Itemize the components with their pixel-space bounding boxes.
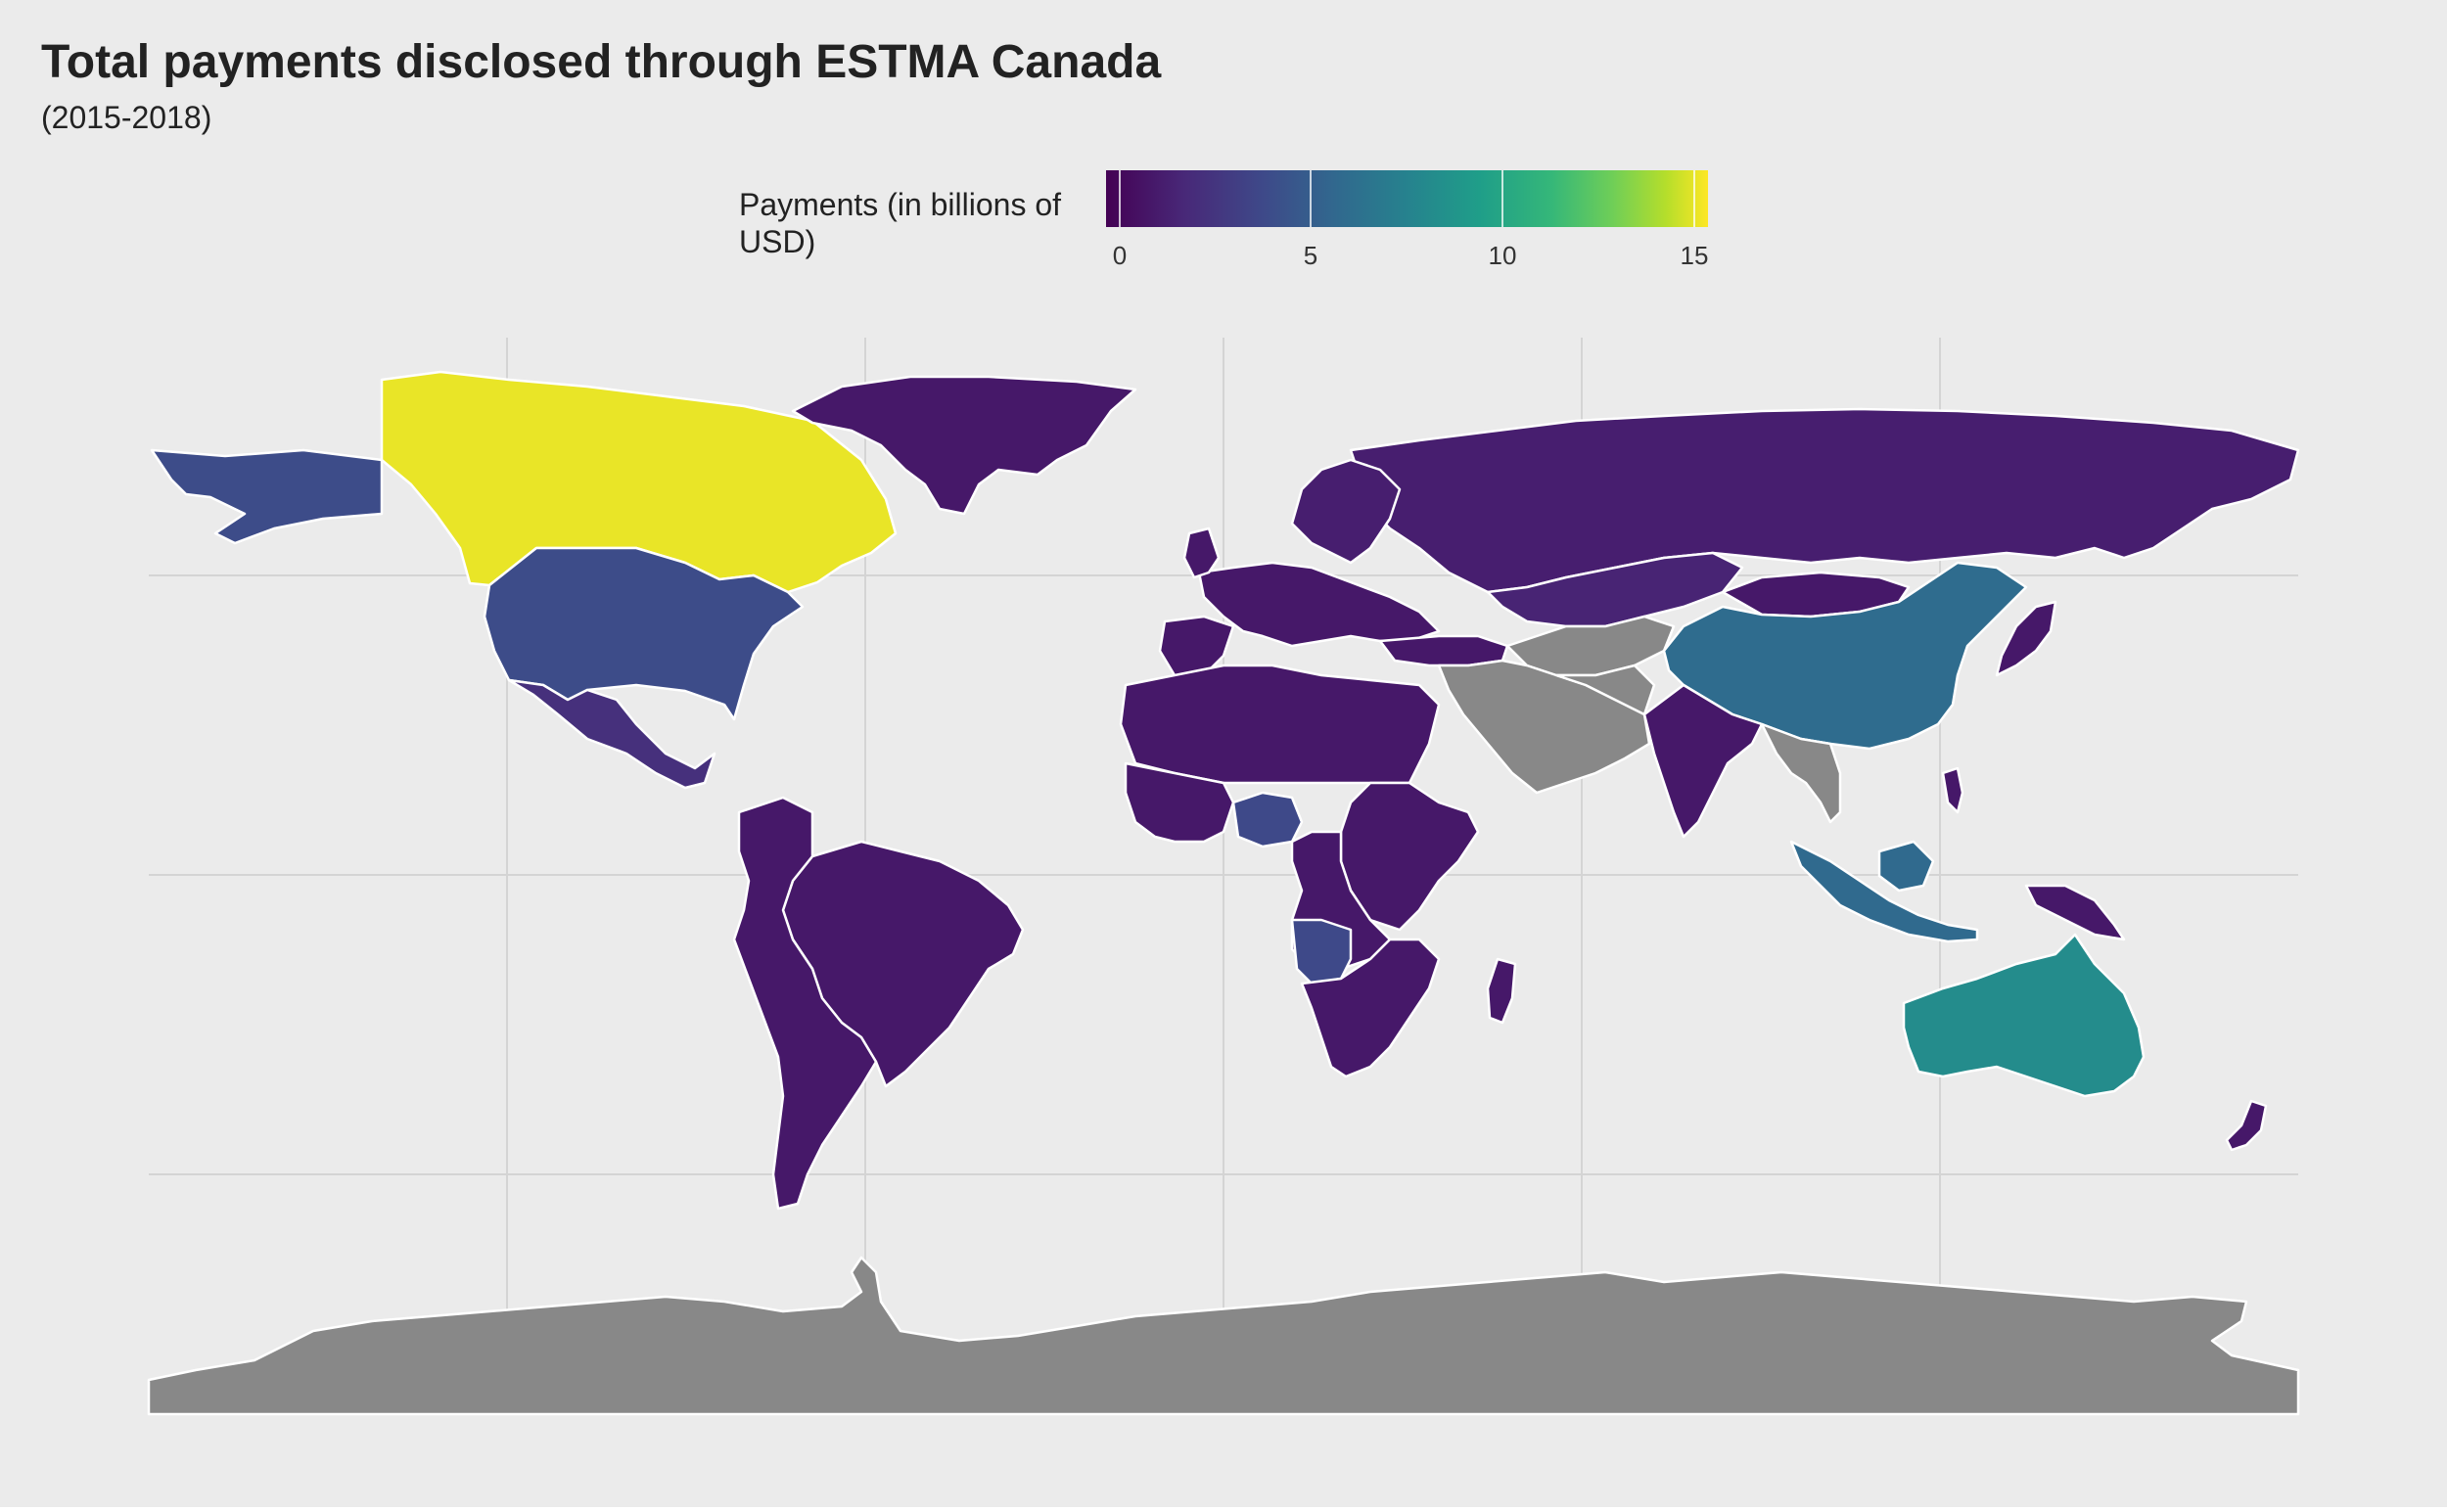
legend-title: Payments (in billions of USD) [739,187,1062,259]
region-iberia [1158,615,1235,677]
region-new-guinea [2024,884,2126,941]
region-turkey [1378,634,1509,667]
legend-label-15: 15 [1680,241,1709,270]
region-philippines [1941,766,1964,814]
legend-tick-5 [1310,170,1312,227]
legend-label-0: 0 [1112,241,1128,270]
region-alaska [150,448,384,545]
legend-label-10: 10 [1488,241,1517,270]
region-mexico [507,678,716,790]
chart-subtitle: (2015-2018) [41,100,212,135]
region-iran [1554,664,1656,716]
region-antarctica [147,1256,2300,1416]
country-shapes [147,370,2300,1416]
chart-title: Total payments disclosed through ESTMA C… [41,36,1162,88]
region-canada [380,370,898,594]
legend-label-5: 5 [1303,241,1318,270]
region-middle-east [1437,659,1651,795]
region-madagascar [1486,957,1517,1025]
region-angola [1290,918,1353,985]
region-borneo [1877,840,1935,893]
legend-tick-10 [1501,170,1503,227]
region-new-zealand [2225,1099,2268,1152]
region-west-africa [1124,761,1235,844]
legend-tick-15 [1693,170,1695,227]
legend-tick-0 [1119,170,1121,227]
region-greenland [791,375,1137,516]
region-nigeria [1231,791,1304,848]
region-se-asia [1760,722,1842,824]
legend-colorbar [1106,170,1708,227]
region-scandinavia [1290,458,1402,565]
region-russia [1349,407,2300,594]
region-uk [1182,527,1221,579]
region-southern-africa [1300,938,1441,1078]
region-australia [1902,933,2146,1098]
region-indonesia [1789,840,1979,943]
region-japan [1995,600,2057,677]
region-south-america-west [732,796,878,1211]
region-north-africa [1119,664,1441,785]
region-india [1642,683,1764,839]
